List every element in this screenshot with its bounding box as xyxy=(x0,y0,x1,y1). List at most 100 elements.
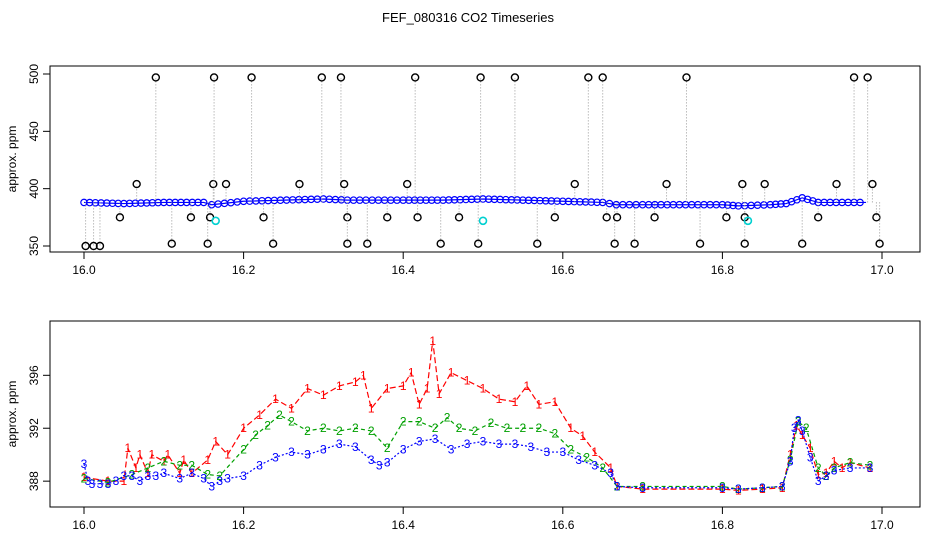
series-marker: 1 xyxy=(839,461,846,475)
series-marker: 3 xyxy=(176,472,183,486)
data-point xyxy=(474,239,483,248)
series-marker: 1 xyxy=(144,466,151,480)
data-point xyxy=(777,200,785,208)
series-marker: 2 xyxy=(432,421,439,435)
series-marker: 3 xyxy=(105,477,112,491)
data-point xyxy=(399,196,408,204)
series-marker: 3 xyxy=(376,458,383,472)
series-marker: 3 xyxy=(368,453,375,467)
data-point xyxy=(137,199,145,207)
series-marker: 3 xyxy=(795,413,802,427)
series-marker: 3 xyxy=(352,440,359,454)
series-marker: 3 xyxy=(528,440,535,454)
series-marker: 1 xyxy=(639,482,646,496)
series-marker: 1 xyxy=(384,382,391,396)
top-panel: approx. ppm 16.0 16.2 16.4 16.6 16.8 17.0 350… xyxy=(5,64,921,277)
data-point xyxy=(433,196,442,204)
data-point xyxy=(809,197,817,205)
data-point xyxy=(513,196,522,204)
data-point xyxy=(167,239,176,248)
series-marker: 1 xyxy=(867,461,874,475)
series-marker: 2 xyxy=(336,424,343,438)
series-marker: 3 xyxy=(719,481,726,495)
data-point xyxy=(211,216,220,226)
series-marker: 1 xyxy=(81,470,88,484)
bottom-panel: approx. ppm 16.0 16.2 16.4 16.6 16.8 17.0 388… xyxy=(5,320,921,532)
series-marker: 1 xyxy=(256,408,263,422)
series-marker: 2 xyxy=(779,479,786,493)
series-marker: 3 xyxy=(847,461,854,475)
data-point xyxy=(602,213,611,222)
series-marker: 1 xyxy=(304,382,311,396)
top-y-tick-label: 350 xyxy=(27,236,41,256)
series-marker: 2 xyxy=(105,475,112,489)
data-point xyxy=(413,213,422,222)
data-point xyxy=(91,198,100,207)
data-point xyxy=(467,195,476,204)
series-marker: 2 xyxy=(551,427,558,441)
series-line xyxy=(83,340,871,492)
series-marker: 1 xyxy=(288,401,295,415)
series-marker: 3 xyxy=(200,472,207,486)
series-line xyxy=(83,414,871,490)
data-point xyxy=(849,73,859,82)
series-marker: 1 xyxy=(567,421,574,435)
data-point xyxy=(695,239,705,248)
series-marker: 1 xyxy=(352,375,359,389)
series-marker: 3 xyxy=(89,477,96,491)
top-x-tick-label: 16.6 xyxy=(551,263,575,277)
data-point xyxy=(422,196,430,204)
series-marker: 1 xyxy=(224,448,231,462)
data-point xyxy=(570,197,579,206)
data-point xyxy=(612,213,622,222)
data-point xyxy=(142,199,151,207)
series-marker: 2 xyxy=(144,461,151,475)
data-point xyxy=(610,239,619,248)
series-marker: 2 xyxy=(536,421,543,435)
data-point xyxy=(584,73,593,82)
data-point xyxy=(510,73,520,82)
series-marker: 2 xyxy=(276,408,283,422)
series-marker: 3 xyxy=(480,434,487,448)
series-marker: 1 xyxy=(180,453,187,467)
series-marker: 1 xyxy=(137,448,144,462)
series-line xyxy=(83,418,871,490)
series-marker: 1 xyxy=(320,388,327,402)
data-point xyxy=(519,196,527,204)
series-marker: 1 xyxy=(436,387,443,401)
series-marker: 2 xyxy=(456,421,463,435)
series-marker: 1 xyxy=(793,419,800,433)
series-marker: 2 xyxy=(384,441,391,455)
chart-title: FEF_080316 CO2 Timeseries xyxy=(382,10,554,25)
series-marker: 2 xyxy=(252,428,259,442)
bottom-x-tick-label: 16.8 xyxy=(711,518,735,532)
series-marker: 1 xyxy=(464,374,471,388)
series-marker: 2 xyxy=(504,421,511,435)
series-marker: 3 xyxy=(85,474,92,488)
series-marker: 3 xyxy=(815,474,822,488)
data-point xyxy=(203,239,212,248)
series-marker: 1 xyxy=(416,397,423,411)
data-point xyxy=(598,73,607,82)
data-point xyxy=(479,195,487,203)
series-marker: 1 xyxy=(125,441,132,455)
series-marker: 3 xyxy=(543,445,550,459)
data-point xyxy=(798,239,807,248)
series-marker: 3 xyxy=(432,432,439,446)
series-marker: 3 xyxy=(256,458,263,472)
data-point xyxy=(405,196,413,204)
top-x-axis: 16.0 16.2 16.4 16.6 16.8 17.0 xyxy=(72,251,894,277)
series-marker: 3 xyxy=(759,481,766,495)
series-marker: 2 xyxy=(129,468,136,482)
data-point xyxy=(85,198,94,207)
series-marker: 1 xyxy=(480,382,487,396)
series-marker: 1 xyxy=(105,474,112,488)
series-marker: 1 xyxy=(579,429,586,443)
data-point xyxy=(723,201,732,209)
data-point xyxy=(507,196,516,204)
data-point xyxy=(630,239,639,248)
series-marker: 3 xyxy=(208,479,215,493)
series-marker: 1 xyxy=(815,468,822,482)
series-marker: 3 xyxy=(240,469,247,483)
